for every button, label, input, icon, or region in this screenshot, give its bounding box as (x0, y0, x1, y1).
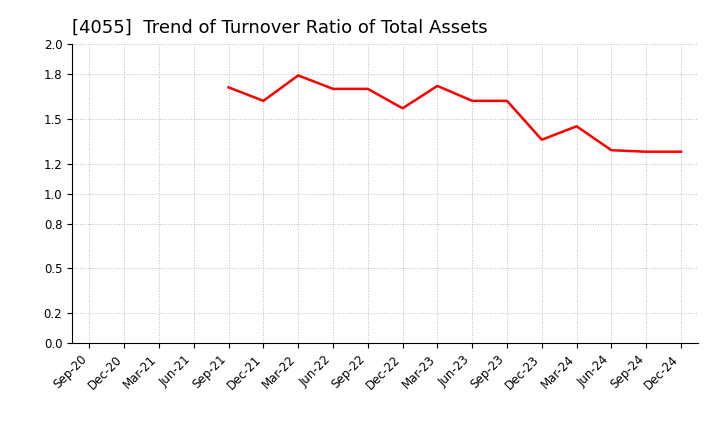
Text: [4055]  Trend of Turnover Ratio of Total Assets: [4055] Trend of Turnover Ratio of Total … (72, 19, 487, 37)
